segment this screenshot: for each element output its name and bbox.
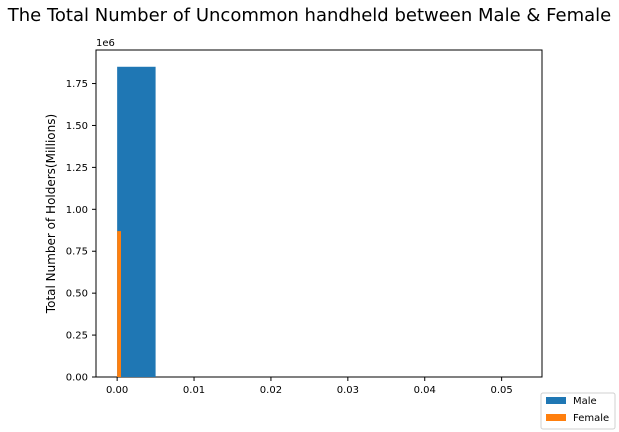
x-tick-label: 0.00 bbox=[106, 385, 128, 396]
y-tick-label: 0.75 bbox=[66, 247, 88, 258]
y-axis-label: Total Number of Holders(Millions) bbox=[44, 114, 58, 314]
legend-swatch-female bbox=[546, 414, 566, 421]
legend-label-female: Female bbox=[573, 413, 609, 424]
chart-title: The Total Number of Uncommon handheld be… bbox=[7, 5, 611, 26]
plot-frame bbox=[95, 49, 543, 378]
x-tick-label: 0.03 bbox=[337, 385, 359, 396]
plot-area bbox=[95, 49, 543, 378]
x-axis-ticks: 0.00 0.01 0.02 0.03 0.04 0.05 bbox=[106, 377, 513, 396]
y-tick-label: 1.25 bbox=[66, 163, 88, 174]
x-tick-label: 0.04 bbox=[414, 385, 436, 396]
x-tick-label: 0.02 bbox=[260, 385, 282, 396]
bar-female-0 bbox=[117, 231, 121, 377]
y-axis-ticks: 0.00 0.25 0.50 0.75 1.00 1.25 1.50 1.75 bbox=[66, 79, 96, 384]
legend: Male Female bbox=[540, 392, 616, 430]
bar-male-0 bbox=[117, 66, 156, 378]
y-tick-label: 1.75 bbox=[66, 79, 88, 90]
y-axis-offset-label: 1e6 bbox=[96, 38, 115, 49]
x-tick-label: 0.01 bbox=[183, 385, 205, 396]
y-tick-label: 1.00 bbox=[66, 205, 88, 216]
bars-group bbox=[117, 66, 156, 378]
legend-label-male: Male bbox=[573, 396, 597, 407]
y-tick-label: 0.00 bbox=[66, 373, 88, 384]
y-tick-label: 1.50 bbox=[66, 121, 88, 132]
x-tick-label: 0.05 bbox=[490, 385, 512, 396]
y-tick-label: 0.50 bbox=[66, 289, 88, 300]
y-tick-label: 0.25 bbox=[66, 331, 88, 342]
legend-swatch-male bbox=[546, 397, 566, 404]
